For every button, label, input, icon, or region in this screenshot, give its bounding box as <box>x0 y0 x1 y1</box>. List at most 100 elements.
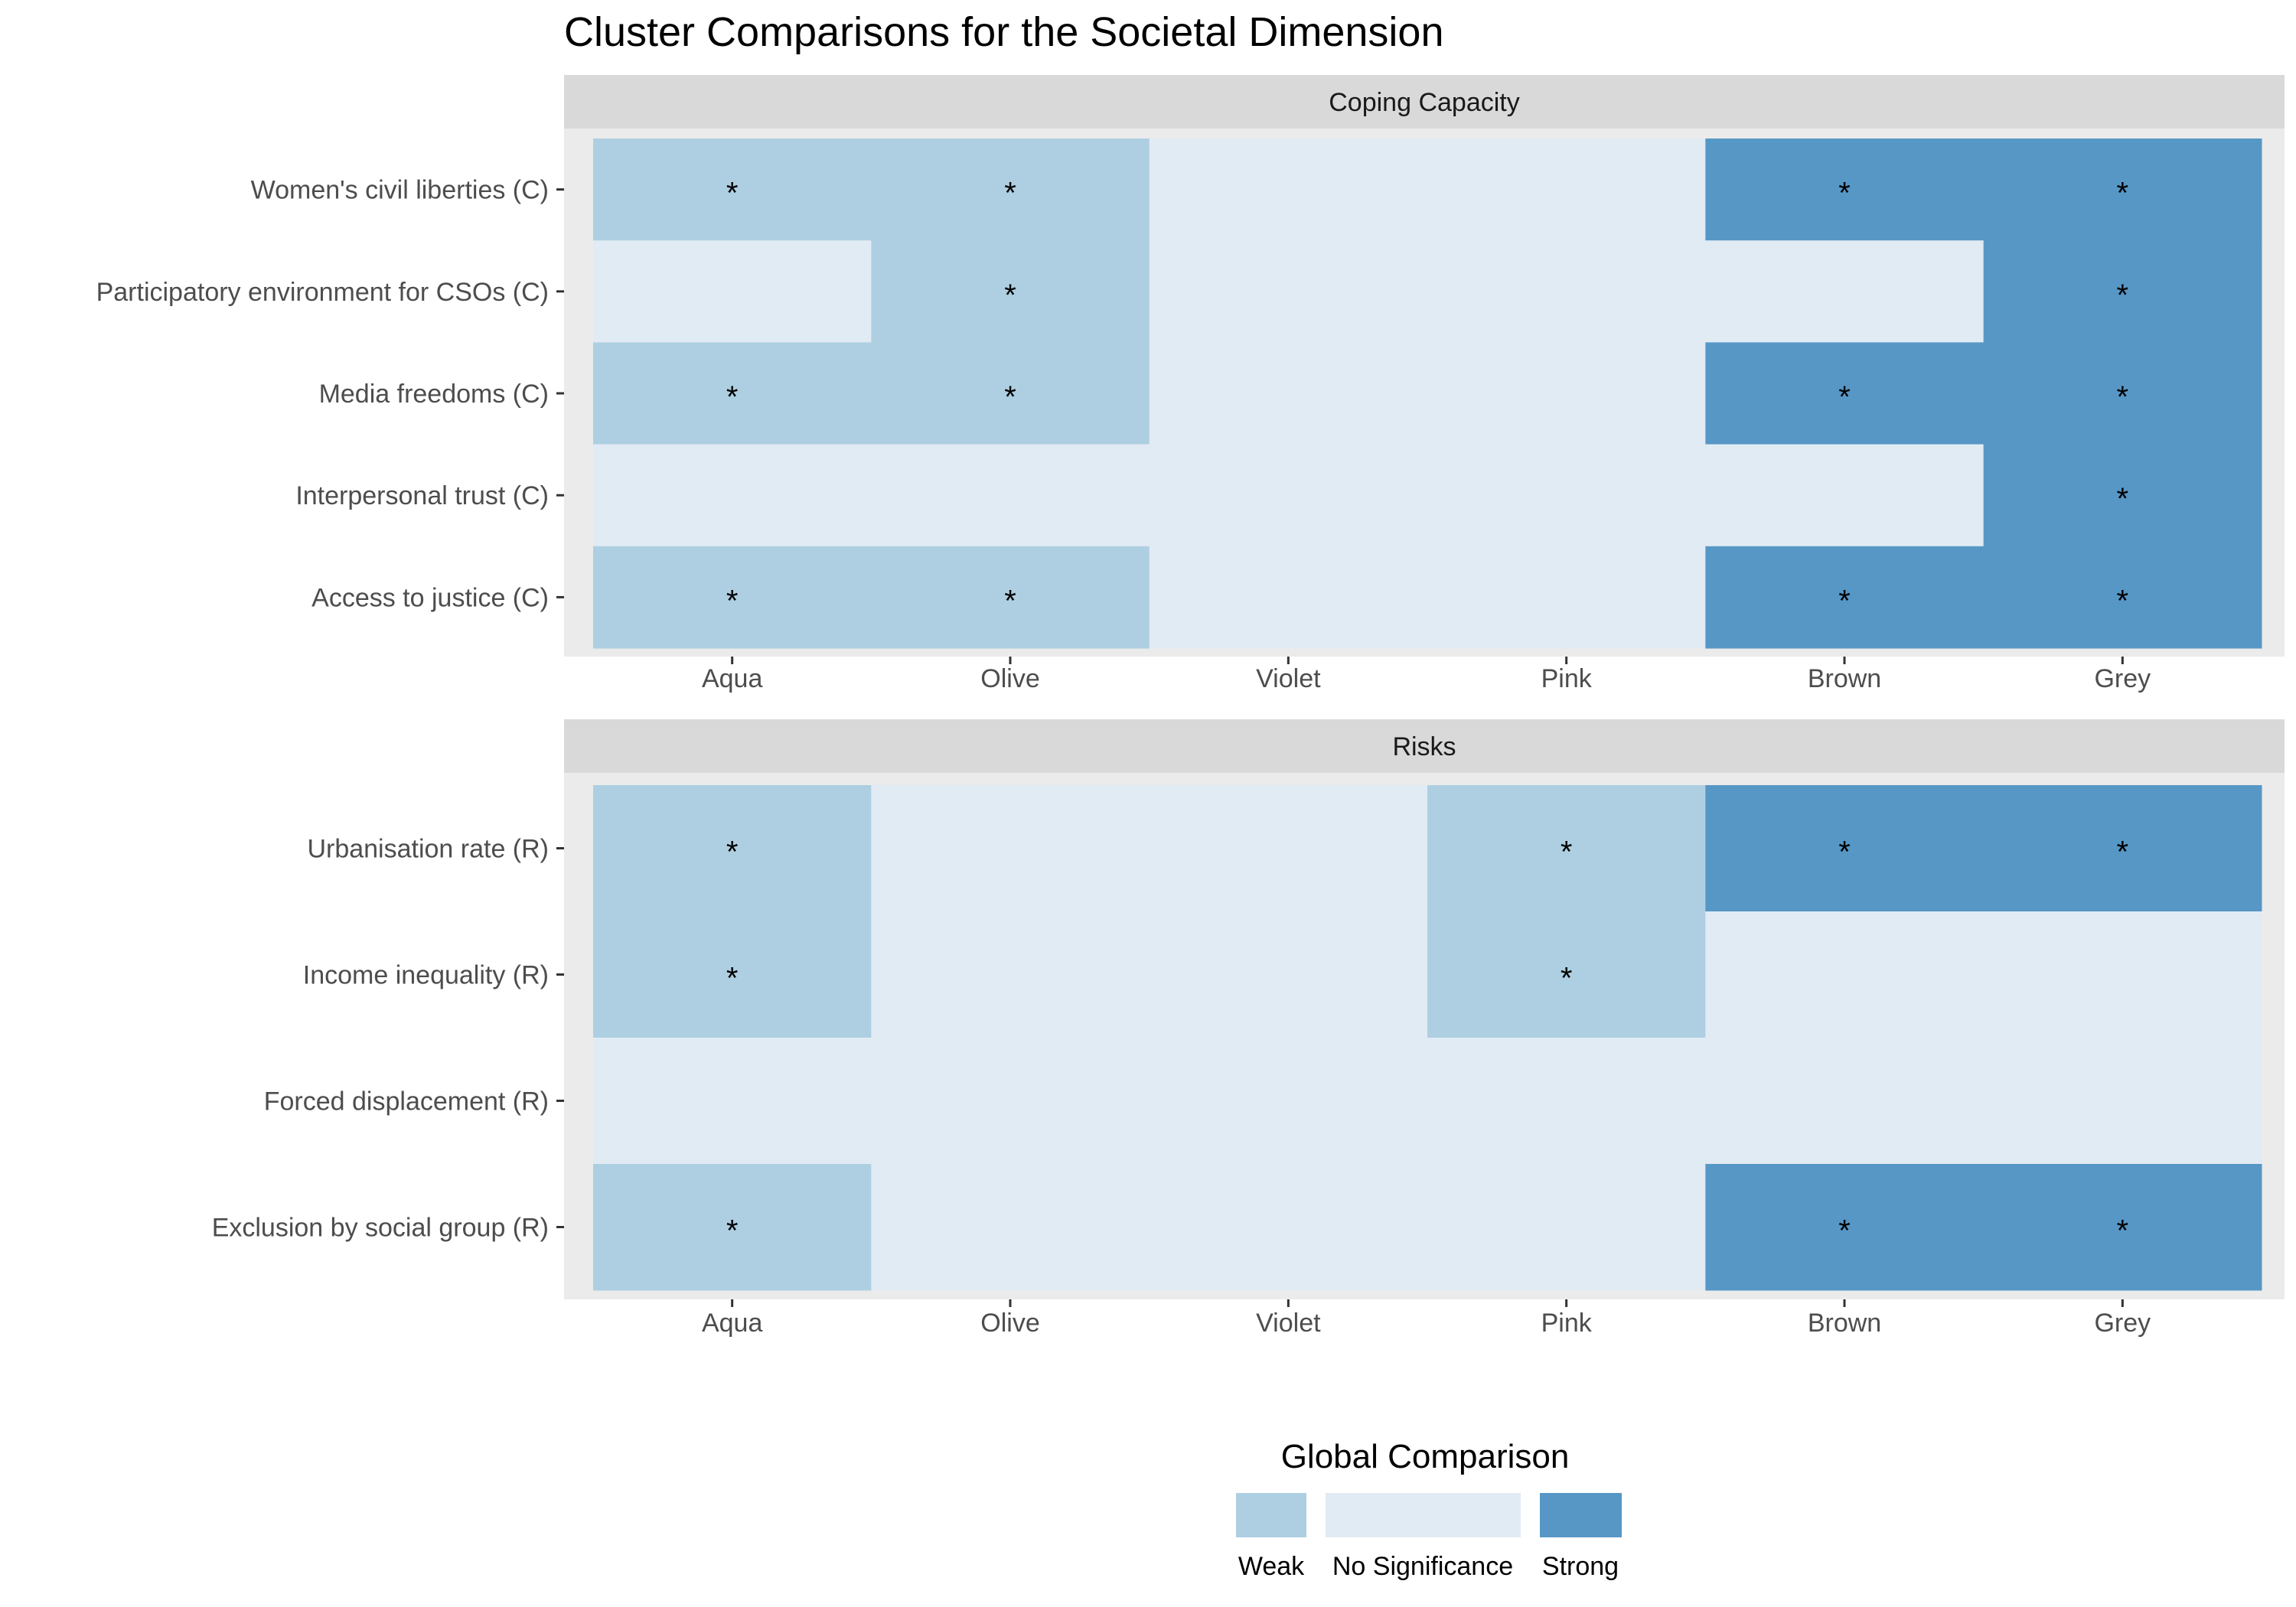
legend-key-weak <box>1236 1493 1306 1537</box>
chart-title: Cluster Comparisons for the Societal Dim… <box>564 9 1443 55</box>
heatmap-cell <box>1983 1038 2262 1165</box>
legend-label-weak: Weak <box>1238 1552 1305 1581</box>
x-tick-label: Aqua <box>702 664 762 693</box>
x-tick-label: Grey <box>2094 1309 2151 1338</box>
significance-marker: * <box>1004 380 1016 414</box>
facet-strip-label: Risks <box>1392 732 1456 761</box>
heatmap-cell <box>1149 1164 1428 1291</box>
heatmap-cell <box>593 546 872 649</box>
x-tick-label: Olive <box>980 664 1039 693</box>
heatmap-cell <box>1427 1038 1706 1165</box>
heatmap-cell <box>1705 1164 1985 1291</box>
heatmap-cell <box>1427 785 1706 912</box>
heatmap-cell <box>1427 240 1706 343</box>
heatmap-cell <box>871 546 1150 649</box>
heatmap-cell <box>1705 546 1985 649</box>
x-tick-label: Pink <box>1541 664 1593 693</box>
facet-risks: Risks Urbanisation rate (R) * * * * Income ine… <box>212 719 2285 1338</box>
y-tick-label: Participatory environment for CSOs (C) <box>96 278 549 307</box>
heatmap-cell <box>1983 240 2262 343</box>
heatmap-cell <box>871 139 1150 241</box>
heatmap-cell <box>1149 240 1428 343</box>
heatmap-cell <box>1983 139 2262 241</box>
heatmap-cell <box>1149 444 1428 547</box>
heatmap-cell <box>1705 342 1985 445</box>
y-tick-label: Urbanisation rate (R) <box>307 835 549 864</box>
heatmap-cell <box>1427 444 1706 547</box>
heatmap-cell <box>1149 1038 1428 1165</box>
heatmap-cell <box>1149 785 1428 912</box>
y-tick-label: Forced displacement (R) <box>264 1087 549 1116</box>
heatmap-cell <box>593 785 872 912</box>
heatmap-cell <box>593 444 872 547</box>
heatmap-cell <box>871 785 1150 912</box>
x-tick-label: Pink <box>1541 1309 1593 1338</box>
y-tick-label: Women's civil liberties (C) <box>251 176 549 205</box>
significance-marker: * <box>2117 380 2129 414</box>
significance-marker: * <box>726 962 739 996</box>
heatmap-cell <box>1983 911 2262 1038</box>
significance-marker: * <box>1561 836 1573 869</box>
significance-marker: * <box>2117 836 2129 869</box>
heatmap-cell <box>1705 1038 1985 1165</box>
x-tick-label: Brown <box>1808 664 1881 693</box>
significance-marker: * <box>726 380 739 414</box>
heatmap-cell <box>871 1164 1150 1291</box>
x-tick-label: Grey <box>2094 664 2151 693</box>
heatmap-cell <box>593 139 872 241</box>
x-tick-label: Olive <box>980 1309 1039 1338</box>
significance-marker: * <box>1561 962 1573 996</box>
significance-marker: * <box>1004 584 1016 618</box>
y-tick-label: Exclusion by social group (R) <box>212 1214 549 1243</box>
heatmap-cell <box>1149 342 1428 445</box>
x-tick-label: Brown <box>1808 1309 1881 1338</box>
significance-marker: * <box>2117 177 2129 210</box>
heatmap-cell <box>593 1164 872 1291</box>
significance-marker: * <box>2117 1214 2129 1248</box>
y-tick-label: Access to justice (C) <box>311 583 549 612</box>
heatmap-cell <box>593 342 872 445</box>
significance-marker: * <box>1004 177 1016 210</box>
significance-marker: * <box>726 584 739 618</box>
facet-strip-label: Coping Capacity <box>1329 88 1519 117</box>
legend-label-no-significance: No Significance <box>1332 1552 1513 1581</box>
heatmap-cell <box>1705 911 1985 1038</box>
heatmap-cell <box>1705 785 1985 912</box>
heatmap-cell <box>1705 139 1985 241</box>
heatmap-cell <box>1983 1164 2262 1291</box>
heatmap-cell <box>1705 240 1985 343</box>
heatmap-cell <box>1983 546 2262 649</box>
x-tick-label: Violet <box>1256 664 1321 693</box>
heatmap-cell <box>593 911 872 1038</box>
heatmap-cell <box>1983 444 2262 547</box>
heatmap-cell <box>1149 139 1428 241</box>
heatmap-cell <box>1427 1164 1706 1291</box>
heatmap-cell <box>1983 785 2262 912</box>
x-tick-label: Aqua <box>702 1309 762 1338</box>
legend: Global Comparison Weak No Significance Str… <box>1236 1438 1622 1581</box>
heatmap-cell <box>1427 139 1706 241</box>
significance-marker: * <box>2117 584 2129 618</box>
significance-marker: * <box>1004 279 1016 312</box>
x-tick-label: Violet <box>1256 1309 1321 1338</box>
heatmap-cell <box>871 342 1150 445</box>
legend-title: Global Comparison <box>1281 1438 1570 1475</box>
heatmap-cell <box>871 240 1150 343</box>
heatmap-cell <box>871 444 1150 547</box>
heatmap-cell <box>1427 342 1706 445</box>
legend-key-no-significance <box>1326 1493 1521 1537</box>
facet-panels: Coping Capacity Women's civil liberties (… <box>96 75 2285 1338</box>
legend-key-strong <box>1540 1493 1622 1537</box>
significance-marker: * <box>1838 836 1851 869</box>
y-tick-label: Income inequality (R) <box>303 961 549 990</box>
significance-marker: * <box>726 177 739 210</box>
heatmap-cell <box>871 1038 1150 1165</box>
significance-marker: * <box>1838 380 1851 414</box>
y-tick-label: Interpersonal trust (C) <box>295 481 549 510</box>
significance-marker: * <box>1838 1214 1851 1248</box>
y-tick-label: Media freedoms (C) <box>319 380 549 409</box>
facet-strip <box>564 75 2285 129</box>
heatmap-cell <box>593 240 872 343</box>
heatmap-cell <box>1427 546 1706 649</box>
